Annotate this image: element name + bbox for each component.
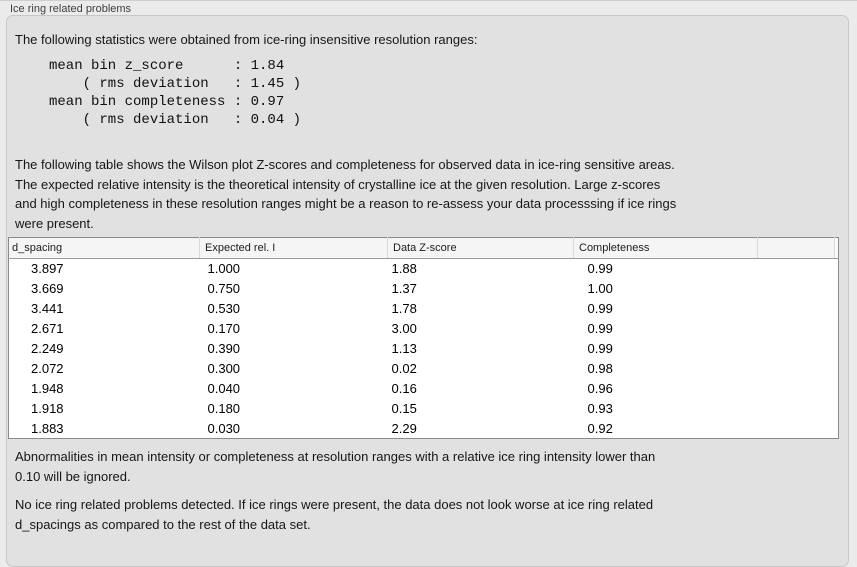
cell-data-z-score: 3.00: [391, 321, 417, 337]
table-row[interactable]: 3.897 1.000 1.88 0.99: [9, 259, 839, 279]
table-row[interactable]: 3.669 0.750 1.37 1.00: [9, 279, 839, 299]
cell-completeness: 0.93: [587, 400, 613, 416]
ice-ring-panel: The following statistics were obtained f…: [6, 15, 849, 567]
cell-data-z-score: 2.29: [391, 420, 417, 436]
cell-data-z-score: 1.13: [391, 341, 417, 356]
column-header-completeness[interactable]: Completeness: [573, 237, 758, 259]
cell-completeness: 0.99: [587, 301, 613, 317]
table-row[interactable]: 1.883 0.030 2.29 0.92: [9, 418, 839, 438]
cell-d-spacing: 2.249: [31, 341, 64, 356]
table-row[interactable]: 2.249 0.390 1.13 0.99: [9, 339, 839, 359]
cell-d-spacing: 2.072: [31, 360, 64, 376]
cell-completeness: 0.98: [587, 360, 613, 376]
cell-completeness: 1.00: [587, 281, 613, 297]
table-row[interactable]: 2.072 0.300 0.02 0.98: [9, 358, 839, 378]
column-header-data-z-score[interactable]: Data Z-score: [387, 237, 574, 259]
stats-block: mean bin z_score : 1.84 ( rms deviation …: [49, 58, 302, 128]
table-description-paragraph: The following table shows the Wilson plo…: [15, 157, 677, 231]
cell-expected-rel-i: 0.300: [207, 360, 241, 376]
column-header-empty-end: [834, 237, 839, 259]
group-box-title: Ice ring related problems: [10, 3, 132, 15]
cell-expected-rel-i: 0.180: [207, 400, 241, 416]
cell-completeness: 0.99: [587, 261, 613, 277]
cell-completeness: 0.99: [587, 321, 613, 337]
ice-ring-table: d_spacing Expected rel. I Data Z-score C…: [8, 237, 839, 440]
cell-expected-rel-i: 1.000: [207, 261, 241, 277]
table-row[interactable]: 2.671 0.170 3.00 0.99: [9, 319, 839, 339]
conclusion-paragraph: No ice ring related problems detected. I…: [15, 497, 654, 532]
cell-data-z-score: 1.37: [391, 281, 417, 297]
cell-data-z-score: 0.02: [391, 360, 417, 376]
cell-data-z-score: 0.16: [391, 380, 417, 396]
cell-d-spacing: 1.948: [31, 380, 64, 396]
cell-d-spacing: 3.897: [31, 261, 64, 277]
cell-data-z-score: 1.88: [391, 261, 417, 277]
intro-paragraph: The following statistics were obtained f…: [15, 32, 478, 47]
table-row[interactable]: 3.441 0.530 1.78 0.99: [9, 299, 839, 319]
cell-completeness: 0.96: [587, 380, 613, 396]
cell-expected-rel-i: 0.390: [207, 341, 241, 356]
cell-expected-rel-i: 0.170: [207, 321, 241, 337]
table-row[interactable]: 1.918 0.180 0.15 0.93: [9, 398, 839, 418]
column-header-d-spacing[interactable]: d_spacing: [8, 237, 200, 259]
cell-expected-rel-i: 0.040: [207, 380, 241, 396]
cell-completeness: 0.92: [587, 420, 613, 436]
table-header-row: d_spacing Expected rel. I Data Z-score C…: [8, 237, 839, 259]
cell-d-spacing: 3.441: [31, 301, 64, 317]
cell-data-z-score: 1.78: [391, 301, 417, 317]
column-header-empty: [757, 237, 835, 259]
cell-completeness: 0.99: [587, 341, 613, 356]
ignore-threshold-paragraph: Abnormalities in mean intensity or compl…: [15, 449, 656, 484]
table-row[interactable]: 1.948 0.040 0.16 0.96: [9, 378, 839, 398]
cell-data-z-score: 0.15: [391, 400, 417, 416]
cell-d-spacing: 1.883: [31, 420, 64, 436]
cell-d-spacing: 3.669: [31, 281, 64, 297]
cell-d-spacing: 1.918: [31, 400, 64, 416]
cell-d-spacing: 2.671: [31, 321, 64, 337]
cell-expected-rel-i: 0.530: [207, 301, 241, 317]
column-header-expected-rel-i[interactable]: Expected rel. I: [199, 237, 388, 259]
cell-expected-rel-i: 0.030: [207, 420, 241, 436]
cell-expected-rel-i: 0.750: [207, 281, 241, 297]
